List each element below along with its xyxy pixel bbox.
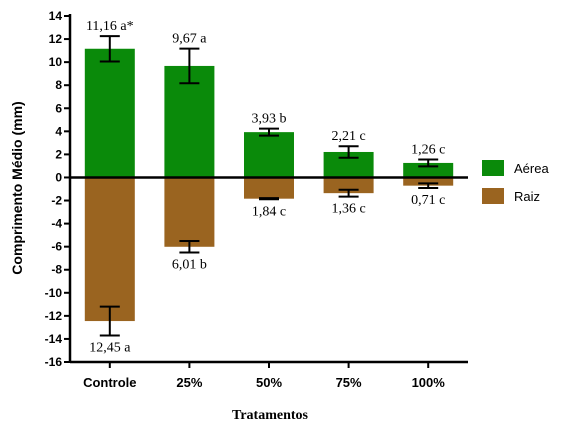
y-tick-label: 2 bbox=[55, 147, 62, 161]
y-axis-ticks: -16 -14 -12 -10 -8 -6 -4 -2 0 2 4 6 8 10 12 14 bbox=[45, 9, 70, 369]
y-tick-label: -6 bbox=[51, 240, 62, 254]
legend-label: Aérea bbox=[514, 161, 549, 176]
bar-raiz bbox=[403, 177, 454, 186]
x-category-label: 100% bbox=[412, 375, 446, 390]
x-axis-title: Tratamentos bbox=[232, 408, 308, 423]
x-axis-category-labels: Controle 25% 50% 75% 100% bbox=[83, 362, 445, 390]
y-tick-label: -14 bbox=[45, 332, 63, 346]
y-tick-label: -8 bbox=[51, 263, 62, 277]
y-tick-label: 0 bbox=[55, 170, 62, 184]
error-bars bbox=[99, 35, 439, 337]
y-tick-label: -10 bbox=[45, 286, 63, 300]
y-tick-label: -16 bbox=[45, 355, 63, 369]
data-label: 12,45 a bbox=[89, 340, 131, 355]
x-category-label: 50% bbox=[256, 375, 282, 390]
bar-aerea bbox=[164, 65, 215, 178]
x-category-label: 75% bbox=[336, 375, 362, 390]
y-tick-label: 14 bbox=[49, 9, 63, 23]
data-label: 3,93 b bbox=[252, 112, 287, 127]
y-tick-label: 4 bbox=[55, 124, 62, 138]
legend-label: Raiz bbox=[514, 189, 540, 204]
y-tick-label: 6 bbox=[55, 101, 62, 115]
bar-raiz bbox=[164, 177, 215, 247]
data-label: 9,67 a bbox=[172, 32, 207, 47]
data-labels: 11,16 a* 12,45 a 9,67 a 6,01 b 3,93 b 1,84 c 2… bbox=[86, 19, 445, 355]
data-label: 0,71 c bbox=[411, 193, 445, 208]
data-label: 6,01 b bbox=[172, 258, 207, 273]
legend-swatch bbox=[482, 188, 504, 204]
x-category-label: 25% bbox=[176, 375, 202, 390]
y-tick-label: -12 bbox=[45, 309, 63, 323]
bar-aerea bbox=[244, 132, 294, 178]
y-tick-label: 12 bbox=[49, 32, 63, 46]
data-label: 1,26 c bbox=[411, 142, 445, 157]
y-tick-label: 10 bbox=[49, 55, 63, 69]
data-label: 1,84 c bbox=[252, 204, 286, 219]
bar-raiz bbox=[323, 177, 374, 194]
bar-raiz bbox=[84, 177, 135, 322]
legend: Aérea Raiz bbox=[482, 160, 549, 204]
bar-raiz bbox=[244, 177, 294, 199]
data-label: 11,16 a* bbox=[86, 19, 134, 34]
y-tick-label: -4 bbox=[51, 217, 62, 231]
data-label: 1,36 c bbox=[331, 202, 365, 217]
bars bbox=[84, 48, 454, 322]
bar-aerea bbox=[84, 48, 135, 178]
y-tick-label: 8 bbox=[55, 78, 62, 92]
legend-swatch bbox=[482, 160, 504, 176]
bar-aerea bbox=[403, 162, 454, 178]
y-tick-label: -2 bbox=[51, 194, 62, 208]
data-label: 2,21 c bbox=[331, 129, 365, 144]
x-category-label: Controle bbox=[83, 375, 136, 390]
y-axis-title: Comprimento Médio (mm) bbox=[9, 101, 25, 274]
